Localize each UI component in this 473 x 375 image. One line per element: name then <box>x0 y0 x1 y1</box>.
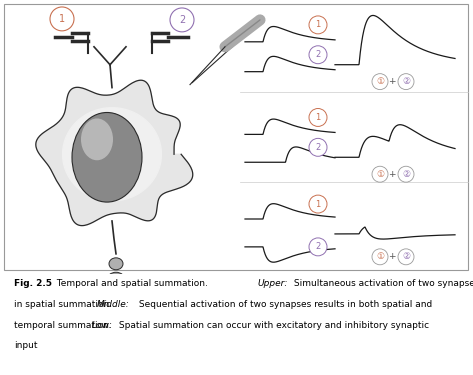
Polygon shape <box>62 108 161 201</box>
Text: ②: ② <box>402 252 410 261</box>
Text: Low:: Low: <box>92 321 113 330</box>
Circle shape <box>309 138 327 156</box>
Ellipse shape <box>109 258 123 270</box>
Text: Temporal and spatial summation.: Temporal and spatial summation. <box>54 279 211 288</box>
Text: Upper:: Upper: <box>258 279 288 288</box>
Circle shape <box>372 166 388 182</box>
Circle shape <box>309 238 327 256</box>
Circle shape <box>398 249 414 265</box>
Text: Spatial summation can occur with excitatory and inhibitory synaptic: Spatial summation can occur with excitat… <box>116 321 429 330</box>
Circle shape <box>309 16 327 34</box>
Text: 2: 2 <box>315 143 321 152</box>
Text: +: + <box>388 170 396 179</box>
Text: 1: 1 <box>315 113 321 122</box>
Circle shape <box>372 74 388 90</box>
Ellipse shape <box>72 112 142 202</box>
Ellipse shape <box>107 272 125 287</box>
Text: Sequential activation of two synapses results in both spatial and: Sequential activation of two synapses re… <box>136 300 432 309</box>
Circle shape <box>398 166 414 182</box>
Ellipse shape <box>81 118 113 160</box>
Text: 2: 2 <box>315 242 321 251</box>
Circle shape <box>398 74 414 90</box>
Circle shape <box>50 7 74 31</box>
Circle shape <box>309 108 327 126</box>
Text: ①: ① <box>376 77 384 86</box>
Text: ②: ② <box>402 170 410 179</box>
Text: Simultaneous activation of two synapses results: Simultaneous activation of two synapses … <box>291 279 473 288</box>
Text: 1: 1 <box>315 200 321 208</box>
Circle shape <box>372 249 388 265</box>
Text: 2: 2 <box>315 50 321 59</box>
Text: Fig. 2.5: Fig. 2.5 <box>14 279 52 288</box>
Text: 2: 2 <box>179 15 185 25</box>
Polygon shape <box>36 80 193 226</box>
Text: +: + <box>388 77 396 86</box>
Text: +: + <box>388 252 396 261</box>
Circle shape <box>170 8 194 32</box>
Circle shape <box>309 195 327 213</box>
Text: 1: 1 <box>315 20 321 29</box>
Text: 1: 1 <box>59 14 65 24</box>
Text: Middle:: Middle: <box>97 300 130 309</box>
Circle shape <box>309 46 327 64</box>
Text: input: input <box>14 341 38 350</box>
FancyBboxPatch shape <box>4 4 468 270</box>
Text: ①: ① <box>376 252 384 261</box>
Text: ②: ② <box>402 77 410 86</box>
Text: temporal summation.: temporal summation. <box>14 321 115 330</box>
Text: ①: ① <box>376 170 384 179</box>
Text: in spatial summation.: in spatial summation. <box>14 300 115 309</box>
